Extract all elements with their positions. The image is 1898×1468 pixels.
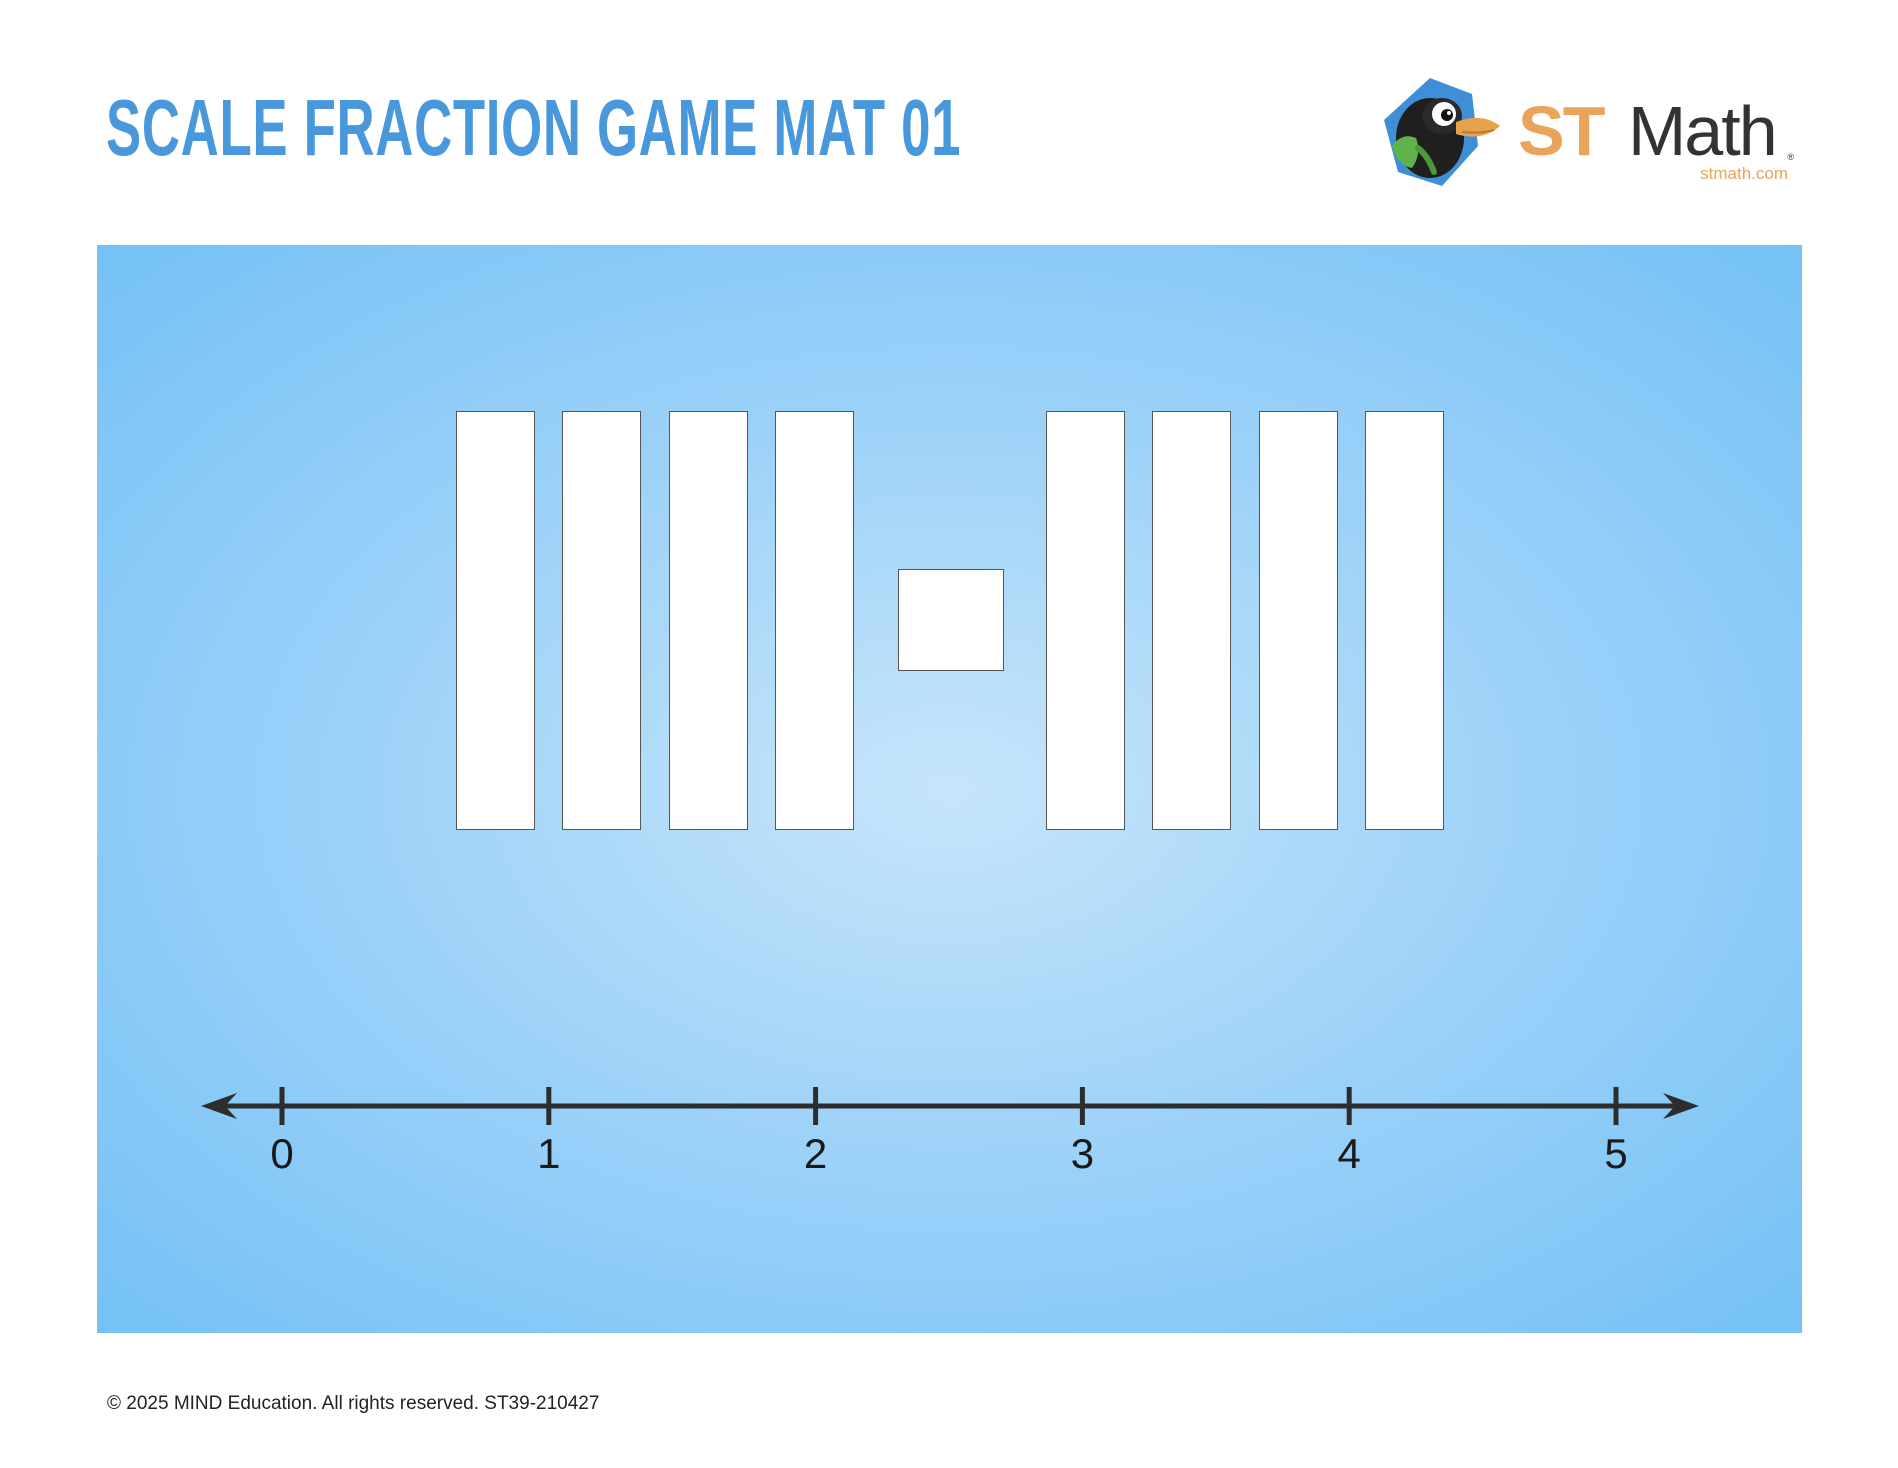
left-card-slot-2[interactable] <box>562 411 641 830</box>
penguin-mascot-icon <box>1384 78 1500 186</box>
logo-math-text: Math <box>1628 92 1778 170</box>
game-mat: 0 1 2 3 4 5 <box>97 245 1802 1333</box>
right-card-slot-4[interactable] <box>1365 411 1444 830</box>
tick-label: 1 <box>537 1130 561 1177</box>
left-arrowhead <box>201 1093 237 1119</box>
right-card-slot-1[interactable] <box>1046 411 1125 830</box>
center-square-slot[interactable] <box>898 569 1004 671</box>
st-math-logo: ST Math ® stmath.com <box>1382 76 1802 188</box>
tick-label: 0 <box>270 1130 294 1177</box>
right-arrowhead <box>1663 1093 1699 1119</box>
tick-label: 3 <box>1070 1130 1095 1177</box>
right-card-slot-3[interactable] <box>1259 411 1338 830</box>
left-card-slot-3[interactable] <box>669 411 748 830</box>
left-card-slot-4[interactable] <box>775 411 854 830</box>
registered-mark: ® <box>1787 152 1794 162</box>
number-line <box>201 1087 1699 1125</box>
left-card-slot-1[interactable] <box>456 411 535 830</box>
logo-st-text: ST <box>1518 92 1605 170</box>
tick-label: 2 <box>803 1130 828 1177</box>
logo-url: stmath.com <box>1700 164 1788 183</box>
tick-label: 5 <box>1604 1130 1628 1177</box>
tick-label: 4 <box>1337 1130 1361 1177</box>
right-card-slot-2[interactable] <box>1152 411 1231 830</box>
copyright-footer: © 2025 MIND Education. All rights reserv… <box>107 1393 600 1414</box>
page-title: SCALE FRACTION GAME MAT 01 <box>106 83 962 172</box>
